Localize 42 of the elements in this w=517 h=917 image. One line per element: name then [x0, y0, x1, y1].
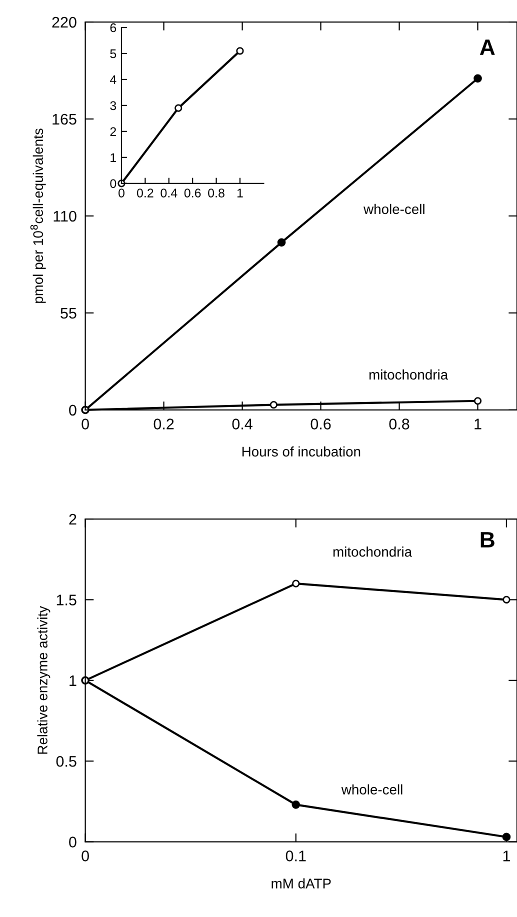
x-tick-label: 0.2 — [154, 418, 174, 430]
x-tick-label: 1 — [237, 188, 243, 198]
x-tick-label: 0 — [82, 850, 89, 862]
y-tick-label: 2 — [110, 127, 116, 136]
y-tick-label: 0 — [69, 404, 76, 416]
series-label: whole-cell — [364, 204, 424, 214]
x-tick-label: 0.2 — [136, 188, 154, 198]
x-tick-label: 0.4 — [160, 188, 178, 198]
series-label: whole-cell — [341, 784, 402, 795]
x-tick-label: 0 — [118, 188, 124, 198]
y-tick-label: 3 — [110, 101, 116, 110]
x-tick-label: 0.8 — [389, 418, 410, 430]
y-tick-label: 220 — [52, 16, 76, 28]
y-tick-label: 1 — [70, 675, 76, 686]
x-tick-label: 0 — [82, 418, 89, 430]
x-tick-label: 0.1 — [286, 850, 306, 862]
text: A — [480, 40, 495, 55]
y-tick-label: 1.5 — [56, 594, 76, 606]
y-axis-title: pmol per 10$^{8}$cell-equivalents — [30, 128, 46, 303]
y-axis-title: Relative enzyme activity — [37, 606, 50, 754]
x-tick-label: 1 — [503, 850, 510, 862]
y-tick-label: 165 — [52, 114, 76, 125]
y-tick-label: 0 — [69, 836, 76, 848]
x-tick-label: 0.8 — [208, 188, 224, 198]
y-tick-label: 2 — [69, 514, 76, 525]
x-axis-title: mM dATP — [272, 878, 331, 888]
x-axis-title: Hours of incubation — [242, 446, 360, 457]
y-tick-label: 4 — [110, 75, 116, 84]
y-tick-label: 55 — [60, 308, 76, 319]
x-tick-label: 0.4 — [232, 418, 252, 430]
y-tick-label: 1 — [110, 153, 116, 162]
x-tick-label: 0.6 — [310, 418, 331, 430]
y-tick-label: 5 — [110, 49, 116, 58]
y-tick-label: 6 — [110, 23, 116, 32]
series-label: mitochondria — [369, 369, 448, 380]
x-tick-label: 1 — [474, 418, 482, 430]
chart-title: B — [480, 532, 494, 548]
y-tick-label: 0 — [110, 179, 116, 188]
text: mitochondria — [333, 546, 412, 557]
y-tick-label: 0.5 — [56, 756, 76, 767]
x-tick-label: 0.6 — [184, 188, 201, 198]
y-tick-label: 110 — [54, 210, 76, 222]
